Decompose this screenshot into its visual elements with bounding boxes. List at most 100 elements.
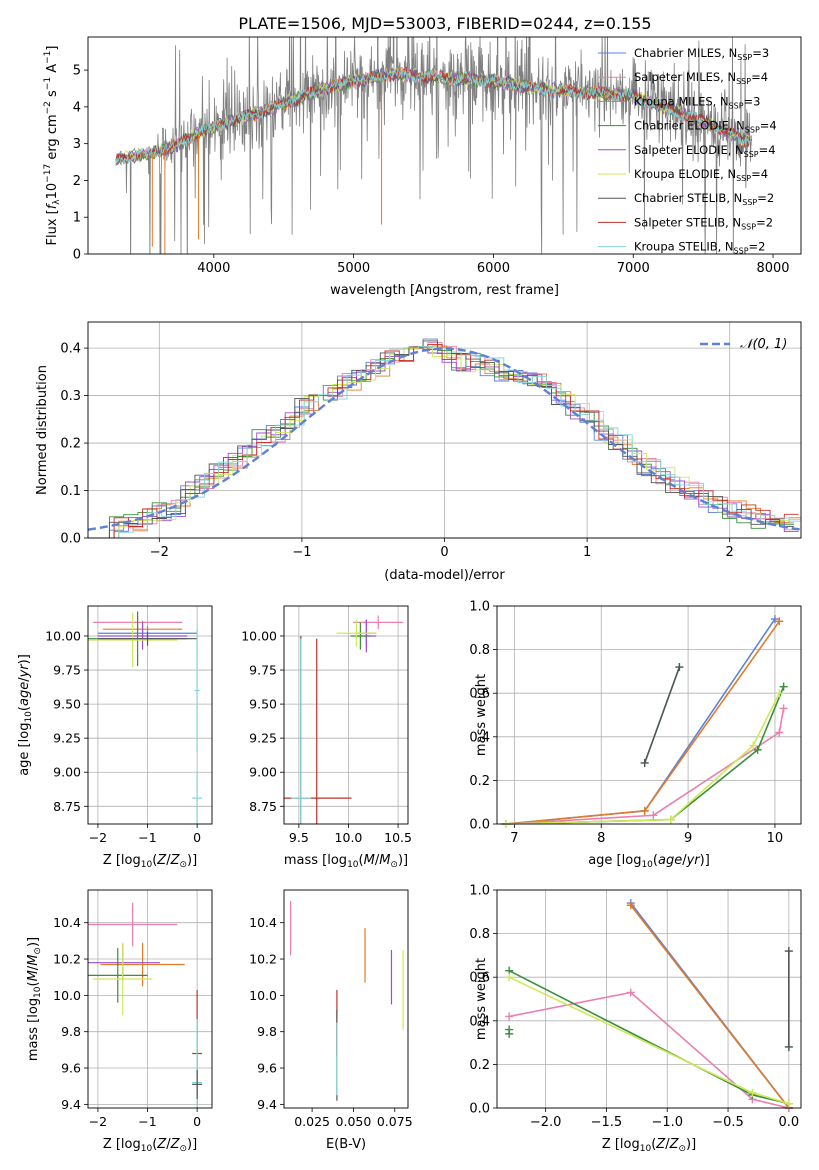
legend-label: Salpeter MILES, NSSP=4	[634, 70, 768, 86]
y-tick-label: 0.1	[60, 484, 81, 499]
error-bars	[290, 900, 404, 1101]
y-tick-label: 9.4	[61, 1097, 81, 1112]
series-line	[505, 708, 785, 825]
x-tick-label: 0.075	[377, 1114, 413, 1129]
x-tick-label: 4000	[197, 261, 230, 276]
axes-frame	[283, 605, 409, 825]
x-axis-label: E(B-V)	[326, 1137, 366, 1152]
series-line	[509, 991, 789, 1109]
y-tick-label: 0	[73, 248, 81, 263]
data-point-marker	[779, 704, 788, 713]
x-axis-label: Z [log10(Z/Z⊙)]	[103, 1137, 197, 1154]
x-tick-label: −2	[89, 1114, 107, 1129]
y-tick-label: 9.00	[53, 765, 81, 780]
axes-mass-vs-EBV: 0.025 0.050 0.075 9.4 9.6 9.8 10.0 10.2 10.4 E(B-…	[249, 889, 413, 1152]
x-tick-label: 9.5	[289, 830, 309, 845]
axes-frame	[283, 889, 409, 1109]
histogram-salpeter-elodie	[99, 346, 799, 538]
x-tick-label: −1	[292, 545, 311, 560]
y-tick-label: 3	[73, 137, 81, 152]
data-point-marker	[640, 806, 649, 815]
y-tick-label: 1	[73, 211, 81, 226]
y-tick-label: 10.2	[53, 952, 81, 967]
y-tick-label: 0.0	[60, 532, 81, 547]
legend-label: Chabrier MILES, NSSP=3	[634, 46, 769, 62]
y-tick-label: 0.3	[60, 389, 81, 404]
error-bars	[88, 902, 203, 1108]
x-tick-label: 6000	[477, 261, 510, 276]
y-tick-label: 0.4	[469, 1014, 490, 1029]
data-point-marker	[775, 728, 784, 737]
data-point-marker	[784, 1042, 793, 1051]
x-tick-label: 8000	[756, 261, 789, 276]
axes-age-vs-Z: −2 −1 0 8.75 9.00 9.25 9.50 9.75 10.00 Z [log10(Z…	[17, 605, 213, 870]
x-tick-label: 9	[684, 831, 692, 846]
legend-label: Salpeter STELIB, NSSP=2	[634, 215, 773, 231]
y-tick-label: 9.6	[257, 1061, 277, 1076]
axes-frame	[87, 605, 213, 825]
series-line	[508, 976, 790, 1105]
y-tick-label: 10.0	[249, 988, 277, 1003]
x-tick-label: 0	[193, 830, 201, 845]
y-axis-label: Normed distribution	[35, 365, 50, 495]
y-tick-label: 10.2	[249, 952, 277, 967]
data-point-marker	[666, 815, 675, 824]
x-tick-label: 0	[193, 1114, 201, 1129]
error-bars	[88, 611, 203, 824]
data-point-marker	[626, 988, 635, 997]
y-tick-label: 0.0	[469, 818, 490, 833]
axes-frame	[87, 36, 802, 255]
axes-massweight-vs-age: 7 8 9 10 0.0 0.2 0.4 0.6 0.8 1.0 age [log10(age/yr…	[469, 600, 802, 870]
y-tick-label: 9.50	[53, 697, 81, 712]
histogram-salpeter-stelib	[99, 343, 799, 538]
y-tick-label: 8.75	[53, 799, 81, 814]
data-point-marker	[505, 973, 514, 982]
y-tick-label: 9.75	[249, 663, 277, 678]
legend-label: Kroupa ELODIE, NSSP=4	[634, 167, 768, 183]
series-line	[643, 666, 681, 764]
x-tick-label: 5000	[337, 261, 370, 276]
y-tick-label: 9.25	[53, 731, 81, 746]
x-axis-label: Z [log10(Z/Z⊙)]	[602, 1137, 696, 1154]
y-tick-label: 0.0	[469, 1102, 490, 1117]
x-tick-label: −1	[138, 1114, 156, 1129]
legend-label: Chabrier ELODIE, NSSP=4	[634, 119, 777, 135]
data-point-marker	[779, 682, 788, 691]
y-tick-label: 0.2	[60, 437, 81, 452]
error-bars	[284, 615, 404, 824]
x-tick-label: 0.0	[778, 1115, 799, 1130]
axes-frame	[87, 889, 213, 1109]
x-tick-label: 10.0	[335, 830, 363, 845]
histogram-kroupa-miles	[104, 345, 801, 538]
y-tick-label: 0.6	[469, 687, 490, 702]
axes-age-vs-mass: 9.5 10.0 10.5 8.75 9.00 9.25 9.50 9.75 10.00 mass…	[241, 605, 412, 870]
y-tick-label: 9.8	[61, 1024, 81, 1039]
y-tick-label: 0.6	[469, 971, 490, 986]
axes-residuals: −2 −1 0 1 2 0.0 0.1 0.2 0.3 0.4 𝒩(0, 1) (data-model…	[35, 321, 802, 583]
axes-massweight-vs-Z: −2.0 −1.5 −1.0 −0.5 0.0 0.0 0.2 0.4 0.6 0.8 1.0 Z […	[469, 884, 802, 1154]
y-tick-label: 9.00	[249, 765, 277, 780]
x-tick-label: 1	[583, 545, 591, 560]
y-tick-label: 0.4	[60, 342, 81, 357]
data-point-marker	[753, 745, 762, 754]
y-tick-label: 9.6	[61, 1061, 81, 1076]
legend-label: Kroupa MILES, NSSP=3	[634, 94, 760, 110]
x-tick-label: −1.5	[591, 1115, 623, 1130]
axes-mass-vs-Z: −2 −1 0 9.4 9.6 9.8 10.0 10.2 10.4 Z [log10(Z/Z⊙)…	[26, 889, 213, 1154]
legend-label: Kroupa STELIB, NSSP=2	[634, 240, 765, 256]
y-tick-label: 9.50	[249, 697, 277, 712]
y-tick-label: 9.8	[257, 1024, 277, 1039]
y-axis-label: Flux [fλ10−17 erg cm−2 s−1 A−1]	[43, 46, 62, 246]
y-axis-label: age [log10(age/yr)]	[17, 654, 34, 776]
data-point-marker	[675, 663, 684, 672]
y-axis-label: mass weight	[474, 958, 489, 1040]
x-tick-label: 0.050	[336, 1114, 372, 1129]
data-point-marker	[640, 758, 649, 767]
legend-label: Chabrier STELIB, NSSP=2	[634, 191, 774, 207]
data-point-marker	[505, 1012, 514, 1021]
data-point-marker	[784, 1099, 793, 1108]
figure-title: PLATE=1506, MJD=53003, FIBERID=0244, z=0…	[238, 14, 651, 33]
data-point-marker	[626, 901, 635, 910]
